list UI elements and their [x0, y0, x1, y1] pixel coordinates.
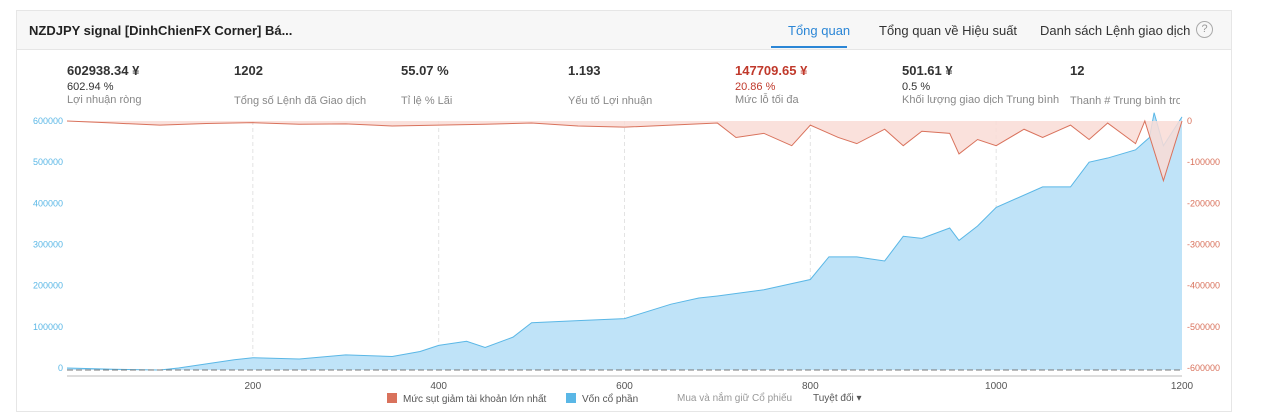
drawdown-line — [66, 119, 1183, 183]
y-right-tick-label: -600000 — [1187, 363, 1220, 373]
stat-win-rate: 55.07 % Tỉ lệ % Lãi — [401, 63, 452, 107]
stat-profit-factor: 1.193 Yếu tố Lợi nhuận — [568, 63, 652, 107]
stat-label: Thanh # Trung bình tro — [1070, 95, 1180, 107]
tab-overview[interactable]: Tổng quan — [788, 23, 851, 38]
x-tick-label: 600 — [616, 381, 633, 392]
stat-label: Lợi nhuận ròng — [67, 94, 142, 106]
mode-dropdown[interactable]: Tuyệt đối ▾ — [813, 393, 862, 404]
x-tick-label: 1200 — [1171, 381, 1194, 392]
legend-label: Mức sụt giảm tài khoản lớn nhất — [403, 394, 547, 405]
stat-avg-volume: 501.61 ¥ 0.5 % Khối lượng giao dịch Trun… — [902, 63, 1059, 106]
equity-area — [67, 112, 1182, 371]
strategy-title: NZDJPY signal [DinhChienFX Corner] Bá... — [29, 23, 293, 38]
stat-label: Yếu tố Lợi nhuận — [568, 95, 653, 107]
drawdown-area — [67, 121, 1182, 181]
legend-label: Mua và nắm giữ Cổ phiếu — [677, 393, 793, 404]
equity-drawdown-chart: 200 400 600 800 1000 1200 0 100000 200000 300000 4… — [33, 112, 1220, 392]
panel-header: NZDJPY signal [DinhChienFX Corner] Bá...… — [17, 11, 1231, 50]
y-left-tick-label: 400000 — [33, 198, 63, 208]
chevron-down-icon: ▾ — [856, 393, 862, 404]
y-left-tick-label: 500000 — [33, 157, 63, 167]
y-right-tick-label: -400000 — [1187, 281, 1220, 291]
y-right-tick-label: -100000 — [1187, 157, 1220, 167]
stat-value: 602938.34 ¥ — [67, 63, 140, 78]
y-left-tick-label: 100000 — [33, 322, 63, 332]
legend-equity[interactable]: Vốn cổ phần — [566, 393, 638, 405]
stat-sub: 0.5 % — [902, 81, 931, 93]
stat-value: 12 — [1070, 63, 1085, 78]
stat-net-profit: 602938.34 ¥ 602.94 % Lợi nhuận ròng — [67, 63, 142, 106]
y-left-tick-label: 200000 — [33, 281, 63, 291]
stat-label: Tỉ lệ % Lãi — [401, 95, 453, 107]
stat-avg-bars: 12 Thanh # Trung bình tro — [1070, 63, 1180, 107]
stat-value: 55.07 % — [401, 63, 449, 78]
tab-performance[interactable]: Tổng quan về Hiệu suất — [879, 23, 1018, 38]
chart-panel: NZDJPY signal [DinhChienFX Corner] Bá...… — [16, 10, 1232, 412]
stat-label: Tổng số Lệnh đã Giao dịch — [234, 95, 367, 107]
active-tab-underline — [771, 46, 847, 48]
x-tick-label: 1000 — [985, 381, 1008, 392]
tab-trades[interactable]: Danh sách Lệnh giao dịch — [1040, 23, 1191, 38]
stat-value: 1202 — [234, 63, 263, 78]
equity-line — [66, 112, 1183, 371]
help-icon[interactable]: ? — [1196, 21, 1213, 38]
equity-swatch — [566, 393, 576, 403]
x-tick-label: 400 — [430, 381, 447, 392]
y-left-tick-label: 0 — [58, 363, 63, 373]
stat-value: 147709.65 ¥ — [735, 63, 808, 78]
legend-buyhold[interactable]: Mua và nắm giữ Cổ phiếu — [677, 393, 792, 404]
stat-value: 1.193 — [568, 63, 601, 78]
y-right-tick-label: -200000 — [1187, 198, 1220, 208]
stat-label: Mức lỗ tối đa — [735, 94, 799, 106]
y-right-tick-label: 0 — [1187, 116, 1192, 126]
mode-label: Tuyệt đối — [813, 393, 854, 404]
y-right-tick-label: -500000 — [1187, 322, 1220, 332]
stat-label: Khối lượng giao dịch Trung bình — [902, 94, 1060, 106]
y-left-tick-label: 600000 — [33, 116, 63, 126]
stat-total-trades: 1202 Tổng số Lệnh đã Giao dịch — [234, 63, 366, 107]
legend-label: Vốn cổ phần — [582, 394, 639, 405]
stat-value: 501.61 ¥ — [902, 63, 953, 78]
stat-sub: 20.86 % — [735, 81, 776, 93]
x-tick-label: 200 — [244, 381, 261, 392]
stat-sub: 602.94 % — [67, 81, 114, 93]
y-left-tick-label: 300000 — [33, 240, 63, 250]
legend-drawdown[interactable]: Mức sụt giảm tài khoản lớn nhất — [387, 393, 546, 405]
stat-max-drawdown: 147709.65 ¥ 20.86 % Mức lỗ tối đa — [735, 63, 807, 106]
y-right-tick-label: -300000 — [1187, 240, 1220, 250]
x-tick-label: 800 — [802, 381, 819, 392]
drawdown-swatch — [387, 393, 397, 403]
